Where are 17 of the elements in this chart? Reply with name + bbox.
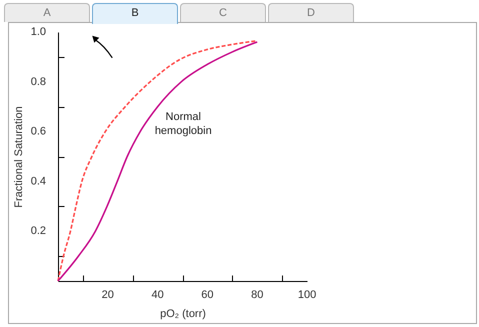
y-tick-label: 0.8 (30, 76, 46, 88)
series-label: Normal hemoglobin (154, 110, 212, 137)
y-tick-label: 0.2 (30, 225, 46, 238)
y-tick-label: 0.6 (30, 126, 46, 138)
text: D (268, 3, 354, 22)
x-tick-label: 80 (251, 289, 264, 301)
x-tick-label: 20 (102, 289, 114, 301)
text: A (4, 3, 90, 22)
x-axis-title: pO₂ (torr) (160, 308, 206, 320)
y-tick-label: 0.4 (30, 175, 46, 188)
x-tick-label: 60 (201, 289, 214, 301)
text: C (180, 3, 266, 22)
y-axis-title: Fractional Saturation (13, 106, 25, 208)
text: B (92, 3, 178, 24)
text: 1.0 (30, 26, 46, 38)
x-tick-label: 40 (151, 289, 164, 301)
x-tick-label: 100 (298, 289, 316, 301)
